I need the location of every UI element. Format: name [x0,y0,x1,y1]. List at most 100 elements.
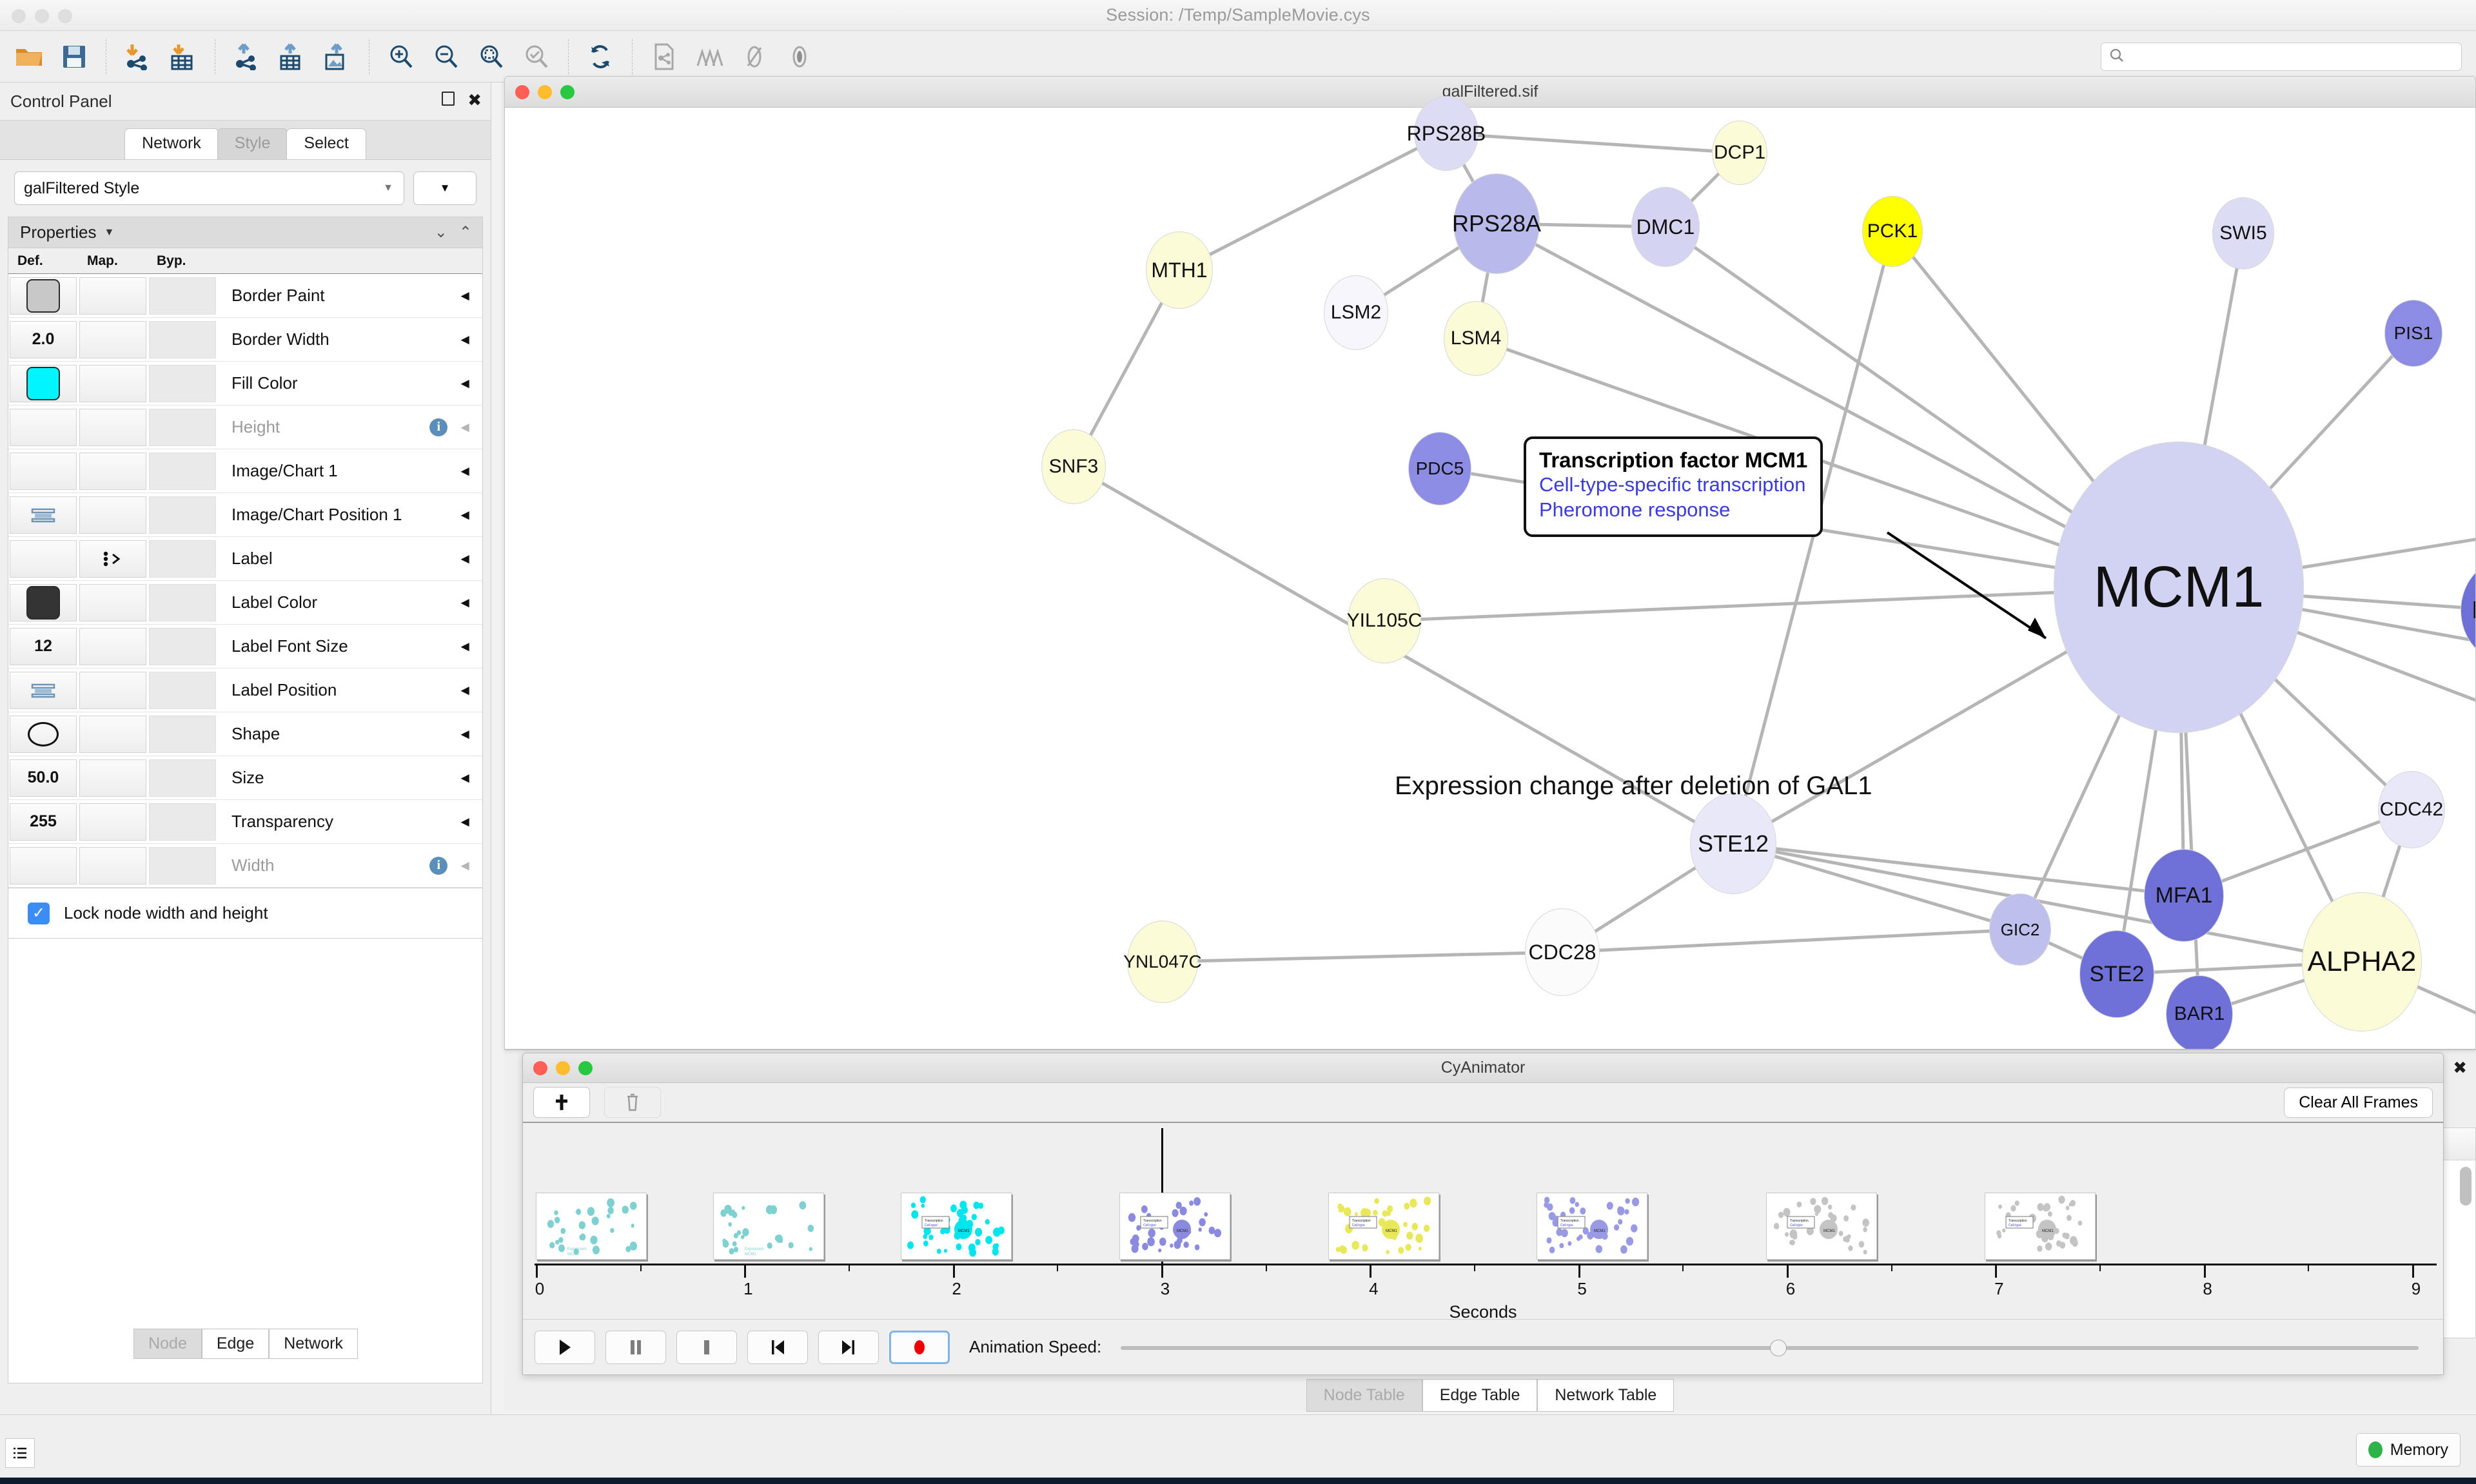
bypass-cell[interactable] [149,803,216,841]
bypass-cell[interactable] [149,408,216,446]
default-cell[interactable]: 12 [10,627,77,665]
network-node-pdc5[interactable]: PDC5 [1408,432,1471,505]
mapping-cell[interactable] [79,803,146,841]
network-edge[interactable] [1384,585,2179,623]
expand-triangle-icon[interactable]: ◄ [458,813,472,830]
default-cell[interactable] [10,715,77,753]
tab-network[interactable]: Network [124,128,219,159]
default-cell[interactable] [10,671,77,709]
import-network-icon[interactable] [115,37,161,77]
bypass-cell[interactable] [149,452,216,490]
annotation-box[interactable]: Transcription factor MCM1 Cell-type-spec… [1524,436,1823,537]
network-edge[interactable] [1733,842,2185,897]
mapping-cell[interactable] [79,277,146,315]
network-node-snf3[interactable]: SNF3 [1041,429,1106,504]
cyanimator-traffic-lights[interactable] [533,1060,593,1075]
export-network-icon[interactable] [224,37,270,77]
property-row-size[interactable]: 50.0 Size ◄ [8,756,482,800]
slider-knob[interactable] [1769,1339,1787,1356]
expand-triangle-icon[interactable]: ◄ [458,725,472,742]
network-edge[interactable] [1733,842,2363,964]
default-cell[interactable] [10,277,77,315]
property-row-image-chart-position-1[interactable]: Image/Chart Position 1 ◄ [8,493,482,537]
default-cell[interactable] [10,452,77,490]
tab-edge-table[interactable]: Edge Table [1422,1379,1538,1412]
network-node-gic2[interactable]: GIC2 [1989,893,2052,966]
expand-triangle-icon[interactable]: ◄ [458,857,472,874]
caret-down-icon[interactable]: ▼ [104,226,115,238]
minimize-network-button[interactable] [538,84,552,99]
bypass-cell[interactable] [149,671,216,709]
tab-node-table[interactable]: Node Table [1306,1379,1422,1412]
close-window-button[interactable] [12,9,26,23]
default-cell[interactable]: 255 [10,803,77,841]
property-row-label-position[interactable]: Label Position ◄ [8,669,482,712]
network-node-ynl047c[interactable]: YNL047C [1123,921,1202,1003]
animation-speed-slider[interactable] [1121,1334,2419,1360]
delete-frame-button[interactable] [604,1087,661,1118]
export-table-icon[interactable] [270,37,315,77]
network-node-alpha2[interactable]: ALPHA2 [2302,892,2422,1031]
timeline-frame[interactable]: Transcription Cell-type MCM1 [1537,1193,1647,1260]
refresh-icon[interactable] [578,37,623,77]
save-icon[interactable] [52,37,97,77]
network-node-ste12[interactable]: STE12 [1689,794,1777,894]
property-row-label-color[interactable]: Label Color ◄ [8,581,482,625]
bypass-cell[interactable] [149,277,216,315]
search-input[interactable] [2130,48,2453,65]
close-cyanimator-button[interactable] [533,1060,547,1075]
maximize-cyanimator-button[interactable] [578,1060,593,1075]
network-node-rps28b[interactable]: RPS28B [1407,96,1486,171]
mapping-cell[interactable] [79,583,146,621]
tab-network-style[interactable]: Network [269,1329,358,1359]
network-node-lsm2[interactable]: LSM2 [1324,275,1388,350]
expand-triangle-icon[interactable]: ◄ [458,506,472,523]
network-window-traffic-lights[interactable] [515,84,575,99]
table-scrollbar[interactable] [2460,1167,2471,1206]
zoom-in-icon[interactable] [378,37,424,77]
expand-triangle-icon[interactable]: ◄ [458,331,472,347]
network-node-cdc28[interactable]: CDC28 [1524,908,1600,996]
bypass-cell[interactable] [149,540,216,578]
tab-node[interactable]: Node [133,1329,202,1359]
style-options-button[interactable]: ▼ [413,171,477,205]
mapping-cell[interactable] [79,715,146,753]
mapping-cell[interactable] [79,364,146,402]
color-swatch[interactable] [26,366,60,400]
close-icon[interactable]: ✖ [467,90,482,110]
mapping-cell[interactable] [79,408,146,446]
mapping-cell[interactable] [79,320,146,358]
mapping-cell[interactable] [79,496,146,534]
expand-triangle-icon[interactable]: ◄ [458,375,472,391]
expand-triangle-icon[interactable]: ◄ [458,769,472,786]
network-node-rps28a[interactable]: RPS28A [1452,173,1541,274]
bypass-cell[interactable] [149,583,216,621]
network-node-yil105c[interactable]: YIL105C [1347,578,1422,663]
network-node-bar1[interactable]: BAR1 [2166,975,2233,1049]
layout-icon[interactable] [687,37,732,77]
mapping-cell[interactable] [79,671,146,709]
expand-all-icon[interactable]: ⌃ [458,224,472,241]
network-edge[interactable] [1446,132,1740,155]
minimize-window-button[interactable] [35,9,49,23]
mapping-cell[interactable] [79,452,146,490]
lock-node-size-checkbox[interactable]: ✓ [28,902,50,924]
close-network-button[interactable] [515,84,529,99]
property-row-label[interactable]: Label ◄ [8,537,482,581]
network-node-cdc42[interactable]: CDC42 [2378,771,2445,848]
timeline-frame[interactable]: Transcription Cell-type MCM1 [1765,1193,1877,1260]
property-row-fill-color[interactable]: Fill Color ◄ [8,362,482,405]
cyanimator-timeline[interactable]: Expression MCM1 Expression MCM1 Transcriptio… [523,1123,2443,1322]
timeline-frame[interactable]: Transcription Cell-type MCM1 [1119,1193,1231,1260]
bypass-cell[interactable] [149,846,216,884]
expand-triangle-icon[interactable]: ◄ [458,638,472,654]
minimize-cyanimator-button[interactable] [556,1060,570,1075]
maximize-icon[interactable] [442,92,455,106]
network-node-mfa1[interactable]: MFA1 [2144,849,2224,942]
info-icon[interactable]: i [429,856,448,875]
open-folder-icon[interactable] [6,37,52,77]
bypass-cell[interactable] [149,496,216,534]
tab-edge[interactable]: Edge [201,1329,270,1359]
expand-triangle-icon[interactable]: ◄ [458,462,472,479]
bypass-cell[interactable] [149,627,216,665]
